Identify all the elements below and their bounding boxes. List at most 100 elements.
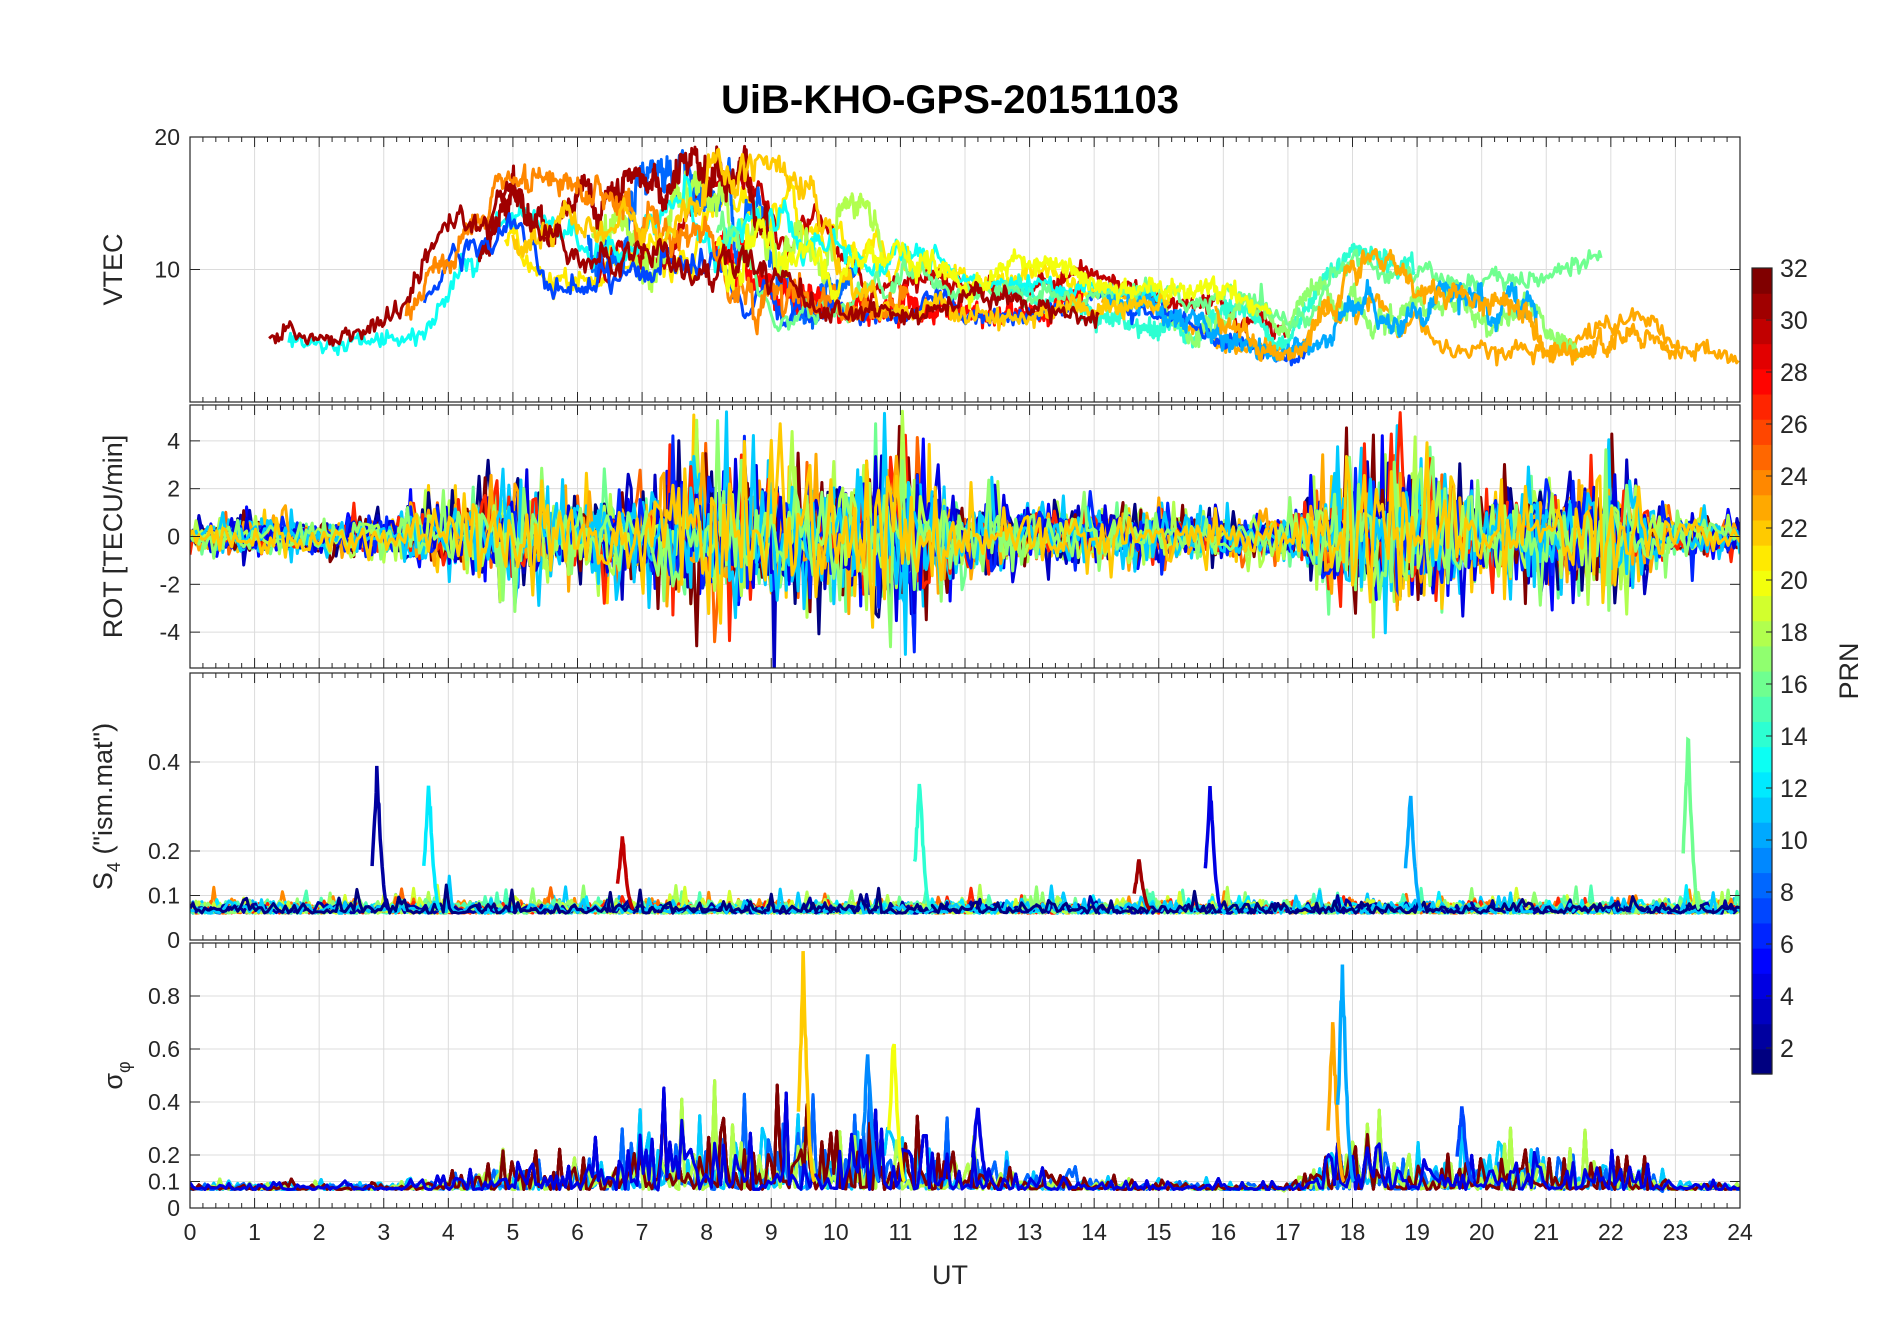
y-tick-label: 0 <box>167 927 180 953</box>
x-tick-label: 14 <box>1081 1219 1107 1245</box>
colorbar-tick-label: 12 <box>1780 775 1808 803</box>
colorbar-segment <box>1752 948 1772 974</box>
colorbar-segment <box>1752 973 1772 1000</box>
colorbar-segment <box>1752 293 1772 319</box>
x-tick-label: 4 <box>442 1219 455 1245</box>
colorbar-segment <box>1752 771 1772 798</box>
x-tick-label: 22 <box>1598 1219 1624 1245</box>
colorbar-segment <box>1752 545 1772 571</box>
colorbar-tick-label: 24 <box>1780 463 1808 491</box>
series-line <box>404 163 909 336</box>
y-tick-label: -4 <box>160 619 181 645</box>
x-tick-label: 18 <box>1340 1219 1366 1245</box>
colorbar-segment <box>1752 847 1772 874</box>
colorbar-segment <box>1752 822 1772 848</box>
y-tick-label: -2 <box>160 571 180 597</box>
y-tick-label: 0.1 <box>148 883 180 909</box>
y-tick-label: 0.2 <box>148 1142 180 1168</box>
data-series <box>190 951 1740 1193</box>
colorbar-label: PRN <box>1834 642 1864 699</box>
colorbar-segment <box>1752 796 1772 823</box>
colorbar-segment <box>1752 645 1772 672</box>
colorbar-frame <box>1751 267 1773 1075</box>
panel-rot: -4 -2 0 2 4 ROT [TECU/min] <box>98 404 1741 669</box>
ticks <box>189 136 1741 402</box>
colorbar-tick-label: 10 <box>1780 827 1808 855</box>
y-tick-label: 2 <box>167 476 180 502</box>
y-tick-label: 0 <box>167 524 180 550</box>
x-tick-label: 15 <box>1146 1219 1172 1245</box>
x-tick-label: 19 <box>1404 1219 1430 1245</box>
series-line <box>268 180 1100 347</box>
x-tick-label: 3 <box>377 1219 390 1245</box>
x-tick-label: 11 <box>888 1219 912 1245</box>
spike-line <box>1203 786 1223 911</box>
colorbar-segment <box>1752 872 1772 899</box>
colorbar-segment <box>1752 897 1772 924</box>
x-tick-label: 6 <box>571 1219 584 1245</box>
colorbar-segment <box>1752 343 1772 370</box>
spike-line <box>1455 1106 1474 1184</box>
y-tick-label: 10 <box>154 257 180 283</box>
y-tick-label: 0.4 <box>148 749 180 775</box>
x-tick-label: 8 <box>700 1219 713 1245</box>
y-axis-label: ROT [TECU/min] <box>98 435 128 639</box>
series-line <box>715 218 1273 317</box>
x-tick-label: 0 <box>184 1219 197 1245</box>
spike-line <box>971 1107 990 1184</box>
grid-lines <box>189 673 1741 941</box>
colorbar-tick-label: 4 <box>1780 983 1794 1011</box>
y-axis-label: σφ <box>98 1061 134 1089</box>
colorbar-tick-label: 22 <box>1780 515 1808 543</box>
colorbar-tick-label: 30 <box>1780 307 1808 335</box>
y-tick-label: 20 <box>154 124 180 150</box>
spike-line <box>370 765 390 911</box>
colorbar-segment <box>1752 746 1772 773</box>
spike-line <box>1681 736 1701 911</box>
colorbar-segment <box>1752 368 1772 395</box>
y-tick-label: 0.4 <box>148 1089 180 1115</box>
x-tick-label: 17 <box>1275 1219 1301 1245</box>
spike-line <box>796 951 816 1183</box>
series-line <box>1214 248 1682 366</box>
ticks <box>189 405 1741 668</box>
colorbar-segment <box>1752 494 1772 521</box>
spike-line <box>1335 964 1356 1183</box>
colorbar-segment <box>1752 595 1772 622</box>
colorbar-segment <box>1752 620 1772 647</box>
series-line <box>190 883 1740 915</box>
colorbar-tick-label: 14 <box>1780 723 1808 751</box>
x-axis-label: UT <box>932 1260 968 1290</box>
x-tick-label: 5 <box>507 1219 520 1245</box>
x-tick-label: 7 <box>636 1219 649 1245</box>
colorbar-segment <box>1752 998 1772 1025</box>
x-tick-label: 21 <box>1533 1219 1559 1245</box>
series-line <box>190 1083 1740 1191</box>
colorbar-segment <box>1752 721 1772 748</box>
colorbar-segment <box>1752 318 1772 345</box>
colorbar-segment <box>1752 570 1772 597</box>
colorbar-segment <box>1752 444 1772 471</box>
x-tick-label: 1 <box>248 1219 261 1245</box>
x-tick-label: 13 <box>1017 1219 1043 1245</box>
spike-line <box>861 1054 881 1183</box>
figure-title: UiB-KHO-GPS-20151103 <box>721 78 1179 122</box>
ticks <box>189 943 1741 1209</box>
y-tick-label: 0.6 <box>148 1036 180 1062</box>
panel-s4: 0 0.1 0.2 0.4 S4 ("ism.mat") <box>88 672 1741 953</box>
colorbar-tick-label: 18 <box>1780 619 1808 647</box>
colorbar-tick-label: 32 <box>1780 255 1808 283</box>
colorbar-tick-label: 6 <box>1780 931 1794 959</box>
series-line <box>287 174 1170 357</box>
spike-line <box>1132 859 1151 911</box>
spike-line <box>912 783 932 911</box>
x-tick-label: 10 <box>823 1219 849 1245</box>
colorbar-segment <box>1752 268 1772 294</box>
colorbar-tick-label: 2 <box>1780 1035 1794 1063</box>
series-line <box>1106 278 1538 363</box>
colorbar-segment <box>1752 922 1772 949</box>
y-axis-label: S4 ("ism.mat") <box>88 723 124 890</box>
x-tick-label: 23 <box>1663 1219 1689 1245</box>
